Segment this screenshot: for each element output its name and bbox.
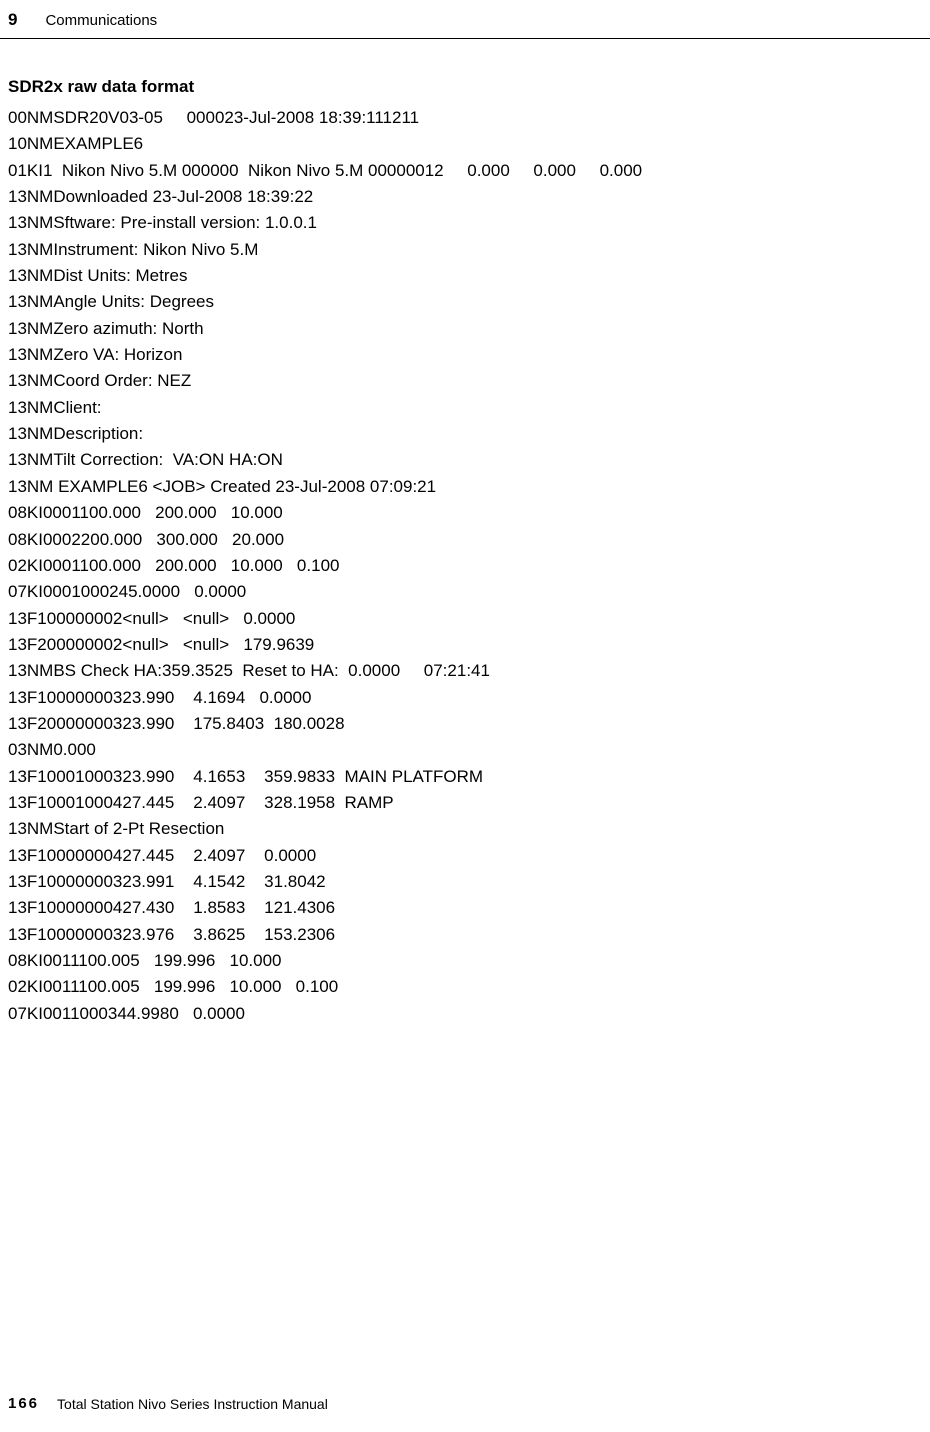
data-line: 13F10000000323.991 4.1542 31.8042 <box>8 869 922 895</box>
data-line: 13F20000000323.990 175.8403 180.0028 <box>8 711 922 737</box>
data-line: 13F10000000323.976 3.8625 153.2306 <box>8 922 922 948</box>
data-line: 13NMBS Check HA:359.3525 Reset to HA: 0.… <box>8 658 922 684</box>
chapter-number: 9 <box>8 10 17 30</box>
data-line: 13NMAngle Units: Degrees <box>8 289 922 315</box>
data-line: 07KI0001000245.0000 0.0000 <box>8 579 922 605</box>
data-line: 13NMSftware: Pre-install version: 1.0.0.… <box>8 210 922 236</box>
data-line: 13F10001000427.445 2.4097 328.1958 RAMP <box>8 790 922 816</box>
data-line: 13NMZero VA: Horizon <box>8 342 922 368</box>
data-line: 08KI0002200.000 300.000 20.000 <box>8 527 922 553</box>
data-line: 02KI0001100.000 200.000 10.000 0.100 <box>8 553 922 579</box>
page-footer: 166 Total Station Nivo Series Instructio… <box>8 1395 328 1412</box>
data-line: 00NMSDR20V03-05 000023-Jul-2008 18:39:11… <box>8 105 922 131</box>
data-line: 13F100000002<null> <null> 0.0000 <box>8 606 922 632</box>
data-line: 02KI0011100.005 199.996 10.000 0.100 <box>8 974 922 1000</box>
data-line: 07KI0011000344.9980 0.0000 <box>8 1001 922 1027</box>
data-line: 13NMDownloaded 23-Jul-2008 18:39:22 <box>8 184 922 210</box>
chapter-title: Communications <box>45 12 157 29</box>
data-line: 13NMCoord Order: NEZ <box>8 368 922 394</box>
data-line: 08KI0001100.000 200.000 10.000 <box>8 500 922 526</box>
data-line: 13F10000000427.430 1.8583 121.4306 <box>8 895 922 921</box>
data-line: 03NM0.000 <box>8 737 922 763</box>
data-line: 13NMDescription: <box>8 421 922 447</box>
data-line: 13NMStart of 2-Pt Resection <box>8 816 922 842</box>
data-line: 13NMZero azimuth: North <box>8 316 922 342</box>
manual-title: Total Station Nivo Series Instruction Ma… <box>57 1396 328 1412</box>
data-line: 13F200000002<null> <null> 179.9639 <box>8 632 922 658</box>
data-line: 13NMClient: <box>8 395 922 421</box>
data-line: 01KI1 Nikon Nivo 5.M 000000 Nikon Nivo 5… <box>8 158 922 184</box>
data-line: 13NM EXAMPLE6 <JOB> Created 23-Jul-2008 … <box>8 474 922 500</box>
page-content: SDR2x raw data format 00NMSDR20V03-05 00… <box>0 39 930 1027</box>
data-line: 13NMTilt Correction: VA:ON HA:ON <box>8 447 922 473</box>
page-number: 166 <box>8 1395 39 1412</box>
data-line: 08KI0011100.005 199.996 10.000 <box>8 948 922 974</box>
data-line: 13F10000000323.990 4.1694 0.0000 <box>8 685 922 711</box>
page-header: 9 Communications <box>0 0 930 39</box>
data-line: 13F10001000323.990 4.1653 359.9833 MAIN … <box>8 764 922 790</box>
data-line: 13NMInstrument: Nikon Nivo 5.M <box>8 237 922 263</box>
data-line: 13NMDist Units: Metres <box>8 263 922 289</box>
section-title: SDR2x raw data format <box>8 77 922 97</box>
data-line: 10NMEXAMPLE6 <box>8 131 922 157</box>
data-lines: 00NMSDR20V03-05 000023-Jul-2008 18:39:11… <box>8 105 922 1027</box>
data-line: 13F10000000427.445 2.4097 0.0000 <box>8 843 922 869</box>
